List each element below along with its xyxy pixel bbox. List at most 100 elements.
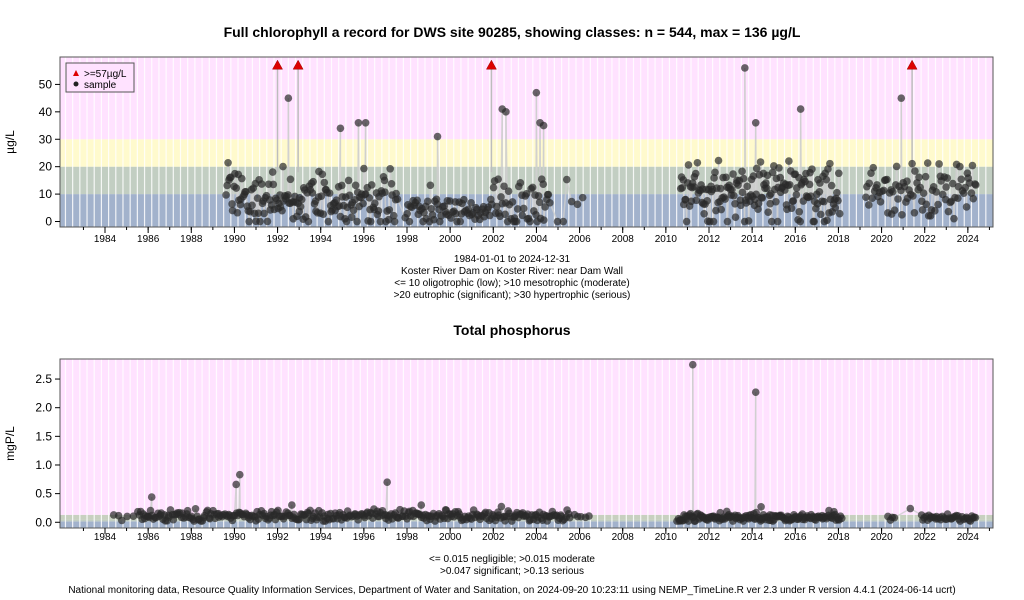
sample-point <box>381 188 389 196</box>
sample-point <box>916 183 925 192</box>
sample-point <box>772 197 780 206</box>
sample-point <box>721 195 729 203</box>
x-tick-label: 1984 <box>94 234 117 245</box>
x-tick-label: 2014 <box>741 234 764 245</box>
x-tick-label: 2004 <box>525 532 548 543</box>
sample-point <box>682 217 691 226</box>
sample-point <box>263 217 272 226</box>
sample-point <box>325 189 334 197</box>
sample-point <box>426 181 435 190</box>
y-tick-label: 0.5 <box>35 487 52 501</box>
sample-point <box>943 174 952 182</box>
sample-point <box>767 217 776 226</box>
sample-point <box>757 503 765 511</box>
sample-point <box>345 191 354 200</box>
sample-point <box>749 172 758 180</box>
sample-point <box>540 216 548 224</box>
sample-point <box>808 165 816 173</box>
sample-point <box>383 478 391 486</box>
y-tick-label: 1.5 <box>35 429 52 443</box>
plot-frame <box>59 358 994 529</box>
phosphorus-panel: Total phosphorus 0.0 0.5 1.0 1.5 2.0 2.5 mgP/L 1… <box>3 322 994 577</box>
sample-point <box>820 197 828 206</box>
sample-point <box>754 199 763 208</box>
sample-point <box>452 209 460 218</box>
sample-point <box>371 199 379 207</box>
sample-point <box>931 207 939 215</box>
x-tick-label: 2012 <box>698 532 721 543</box>
sample-point <box>423 197 432 206</box>
sample-point <box>191 504 200 513</box>
sample-point <box>427 204 436 213</box>
sample-point <box>232 184 241 192</box>
sample-point <box>796 217 805 226</box>
sample-link <box>562 179 568 222</box>
x-tick-label: 1992 <box>266 234 289 245</box>
sample-point <box>711 168 719 177</box>
sample-point <box>573 200 582 209</box>
x-tick-label: 1990 <box>223 532 246 543</box>
sample-point <box>413 196 421 205</box>
sample-point <box>700 209 708 218</box>
sample-point <box>942 183 950 191</box>
sample-point <box>317 192 326 201</box>
sample-point <box>703 197 712 205</box>
sample-point <box>260 209 268 218</box>
sample-point <box>430 215 438 224</box>
sample-point <box>256 217 264 226</box>
sample-point <box>544 190 553 199</box>
sample-point <box>393 195 402 204</box>
sample-point <box>553 217 562 226</box>
sample-point <box>347 213 356 221</box>
sample-point <box>918 206 927 214</box>
x-tick-label: 1990 <box>223 234 246 245</box>
sample-point <box>710 174 718 182</box>
sample-point <box>968 161 977 170</box>
x-tick-label: 2002 <box>482 234 505 245</box>
sample-point <box>948 179 957 188</box>
sample-point <box>868 194 877 203</box>
sample-point <box>578 193 587 202</box>
sample-point <box>865 179 874 188</box>
sample-point <box>738 188 747 197</box>
sample-point <box>286 175 295 184</box>
sample-point <box>516 179 525 187</box>
sample-point <box>497 502 506 511</box>
sample-point <box>716 184 725 193</box>
x-tick-label: 2014 <box>741 532 764 543</box>
sample-point <box>722 173 730 182</box>
x-tick-label: 1996 <box>353 234 376 245</box>
y-tick-label: 0.0 <box>35 515 52 529</box>
sample-point <box>962 203 971 211</box>
x-tick-label: 2008 <box>612 234 635 245</box>
sample-point <box>147 493 156 501</box>
sample-point <box>681 195 690 204</box>
y-tick-label: 20 <box>39 160 53 174</box>
sample-point <box>522 190 531 198</box>
sample-point <box>309 177 317 186</box>
sample-point <box>816 179 824 187</box>
sample-point <box>773 217 782 226</box>
sample-point <box>539 180 548 189</box>
sample-point <box>435 217 444 226</box>
sample-point <box>528 183 537 192</box>
class-band-1 <box>60 166 993 195</box>
x-tick-label: 2004 <box>525 234 548 245</box>
sample-point <box>919 189 928 198</box>
sample-point <box>879 186 888 195</box>
sample-point <box>876 198 885 206</box>
sample-point <box>268 168 277 176</box>
sample-point <box>384 215 393 224</box>
sample-point <box>908 159 916 168</box>
sample-point <box>754 205 762 213</box>
sample-point <box>123 512 131 521</box>
sample-point <box>888 187 897 196</box>
sample-point <box>512 217 521 226</box>
sample-point <box>890 206 899 214</box>
x-tick-label: 1998 <box>396 234 419 245</box>
sample-point <box>417 501 426 509</box>
sample-point <box>308 189 317 197</box>
sample-point <box>815 187 824 196</box>
sample-point <box>513 205 522 213</box>
sample-point <box>909 192 917 200</box>
